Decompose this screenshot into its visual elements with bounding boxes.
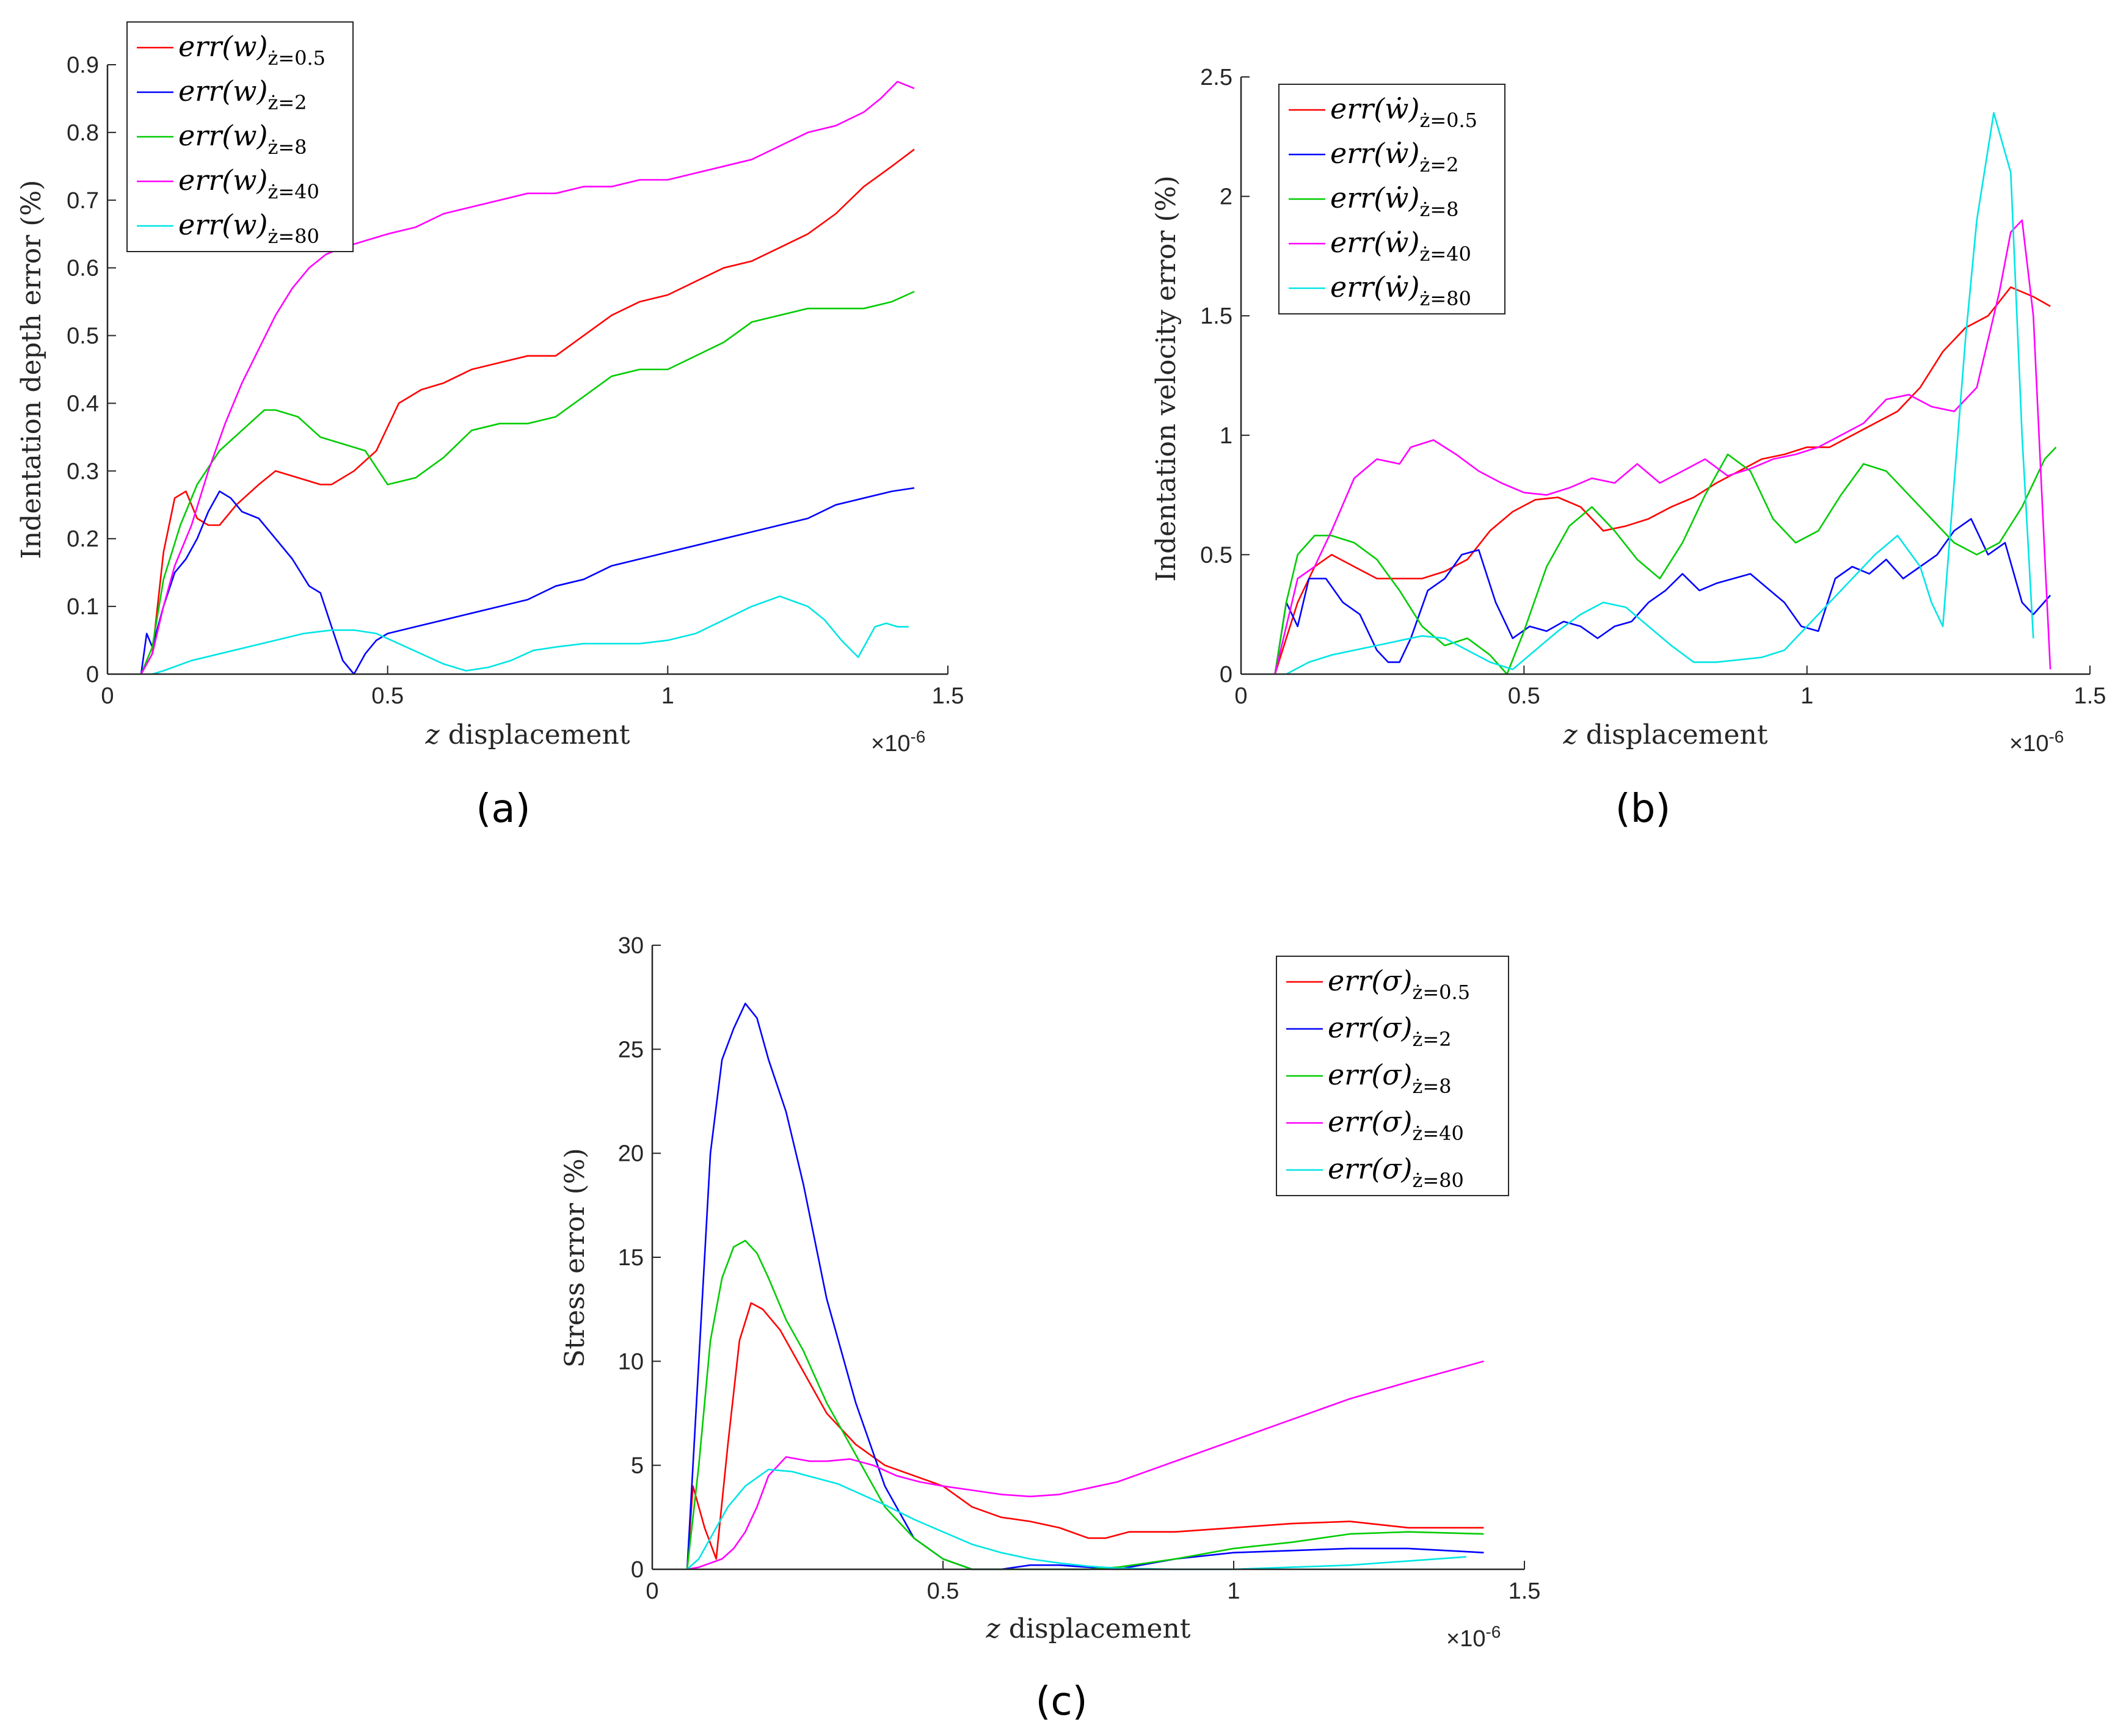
series-line-a-4 bbox=[152, 595, 909, 675]
x-axis-label-text-c: displacement bbox=[1000, 1613, 1191, 1644]
legend-label-a-1: err(w)ż=2 bbox=[178, 74, 307, 114]
chart-panel-c: 0 0.5 1 1.5 0 5 10 15 20 25 30 z displacement Stre… bbox=[559, 933, 1540, 1724]
y-tick-label-c-0: 0 bbox=[631, 1557, 644, 1583]
series-layer-b bbox=[1274, 112, 2057, 675]
y-axis-label-a: Indentation depth error (%) bbox=[16, 180, 47, 559]
x-axis-label-b: z displacement bbox=[1563, 719, 1768, 750]
tick-layer-a: 0 0.5 1 1.5 0 0.1 0.2 0.3 0.4 0.5 0.6 0.7 0.8 0.9 bbox=[67, 53, 964, 709]
legend-label-a-4: err(w)ż=80 bbox=[178, 208, 319, 248]
y-tick-label-a-4: 0.4 bbox=[67, 391, 99, 416]
chart-panel-b: 0 0.5 1 1.5 0 0.5 1 1.5 2 2.5 z displacement Inde… bbox=[1151, 65, 2106, 832]
series-line-c-0 bbox=[686, 1302, 1484, 1570]
legend-label-b-4: err(ẇ)ż=80 bbox=[1330, 271, 1471, 310]
series-line-a-1 bbox=[140, 487, 915, 675]
y-tick-label-c-5: 25 bbox=[618, 1037, 644, 1062]
caption-b: (b) bbox=[1615, 786, 1671, 832]
x-axis-label-text-a: displacement bbox=[440, 719, 630, 750]
x-axis-label-var-a: z bbox=[425, 719, 440, 750]
y-tick-label-a-6: 0.6 bbox=[67, 256, 99, 281]
y-tick-label-a-1: 0.1 bbox=[67, 594, 99, 620]
y-axis-label-c: Stress error (%) bbox=[559, 1148, 591, 1368]
y-tick-label-c-1: 5 bbox=[631, 1453, 644, 1479]
y-tick-label-a-9: 0.9 bbox=[67, 53, 99, 78]
x-tick-label-c-2: 1 bbox=[1227, 1578, 1240, 1604]
legend-label-b-3: err(ẇ)ż=40 bbox=[1330, 226, 1471, 266]
legend-box-c bbox=[1276, 956, 1509, 1196]
x-tick-label-a-2: 1 bbox=[661, 683, 674, 709]
legend-label-b-1: err(ẇ)ż=2 bbox=[1330, 137, 1459, 176]
chart-panel-a: 0 0.5 1 1.5 0 0.1 0.2 0.3 0.4 0.5 0.6 0.7 0.8 0.9 z d… bbox=[16, 21, 964, 832]
x-tick-label-c-1: 0.5 bbox=[927, 1578, 959, 1604]
x-tick-label-b-1: 0.5 bbox=[1508, 683, 1540, 709]
x-tick-label-a-1: 0.5 bbox=[371, 683, 404, 709]
legend-label-c-1: err(σ)ż=2 bbox=[1328, 1011, 1452, 1051]
x-tick-label-b-3: 1.5 bbox=[2074, 683, 2106, 709]
x-axis-label-var-b: z bbox=[1563, 719, 1578, 750]
legend-label-a-2: err(w)ż=8 bbox=[178, 119, 307, 159]
x-multiplier-b: ×10-6 bbox=[2009, 727, 2064, 757]
tick-layer-b: 0 0.5 1 1.5 0 0.5 1 1.5 2 2.5 bbox=[1200, 65, 2106, 709]
y-tick-label-a-3: 0.3 bbox=[67, 459, 99, 484]
series-line-c-2 bbox=[686, 1240, 1484, 1571]
legend-items-b: err(ẇ)ż=0.5 err(ẇ)ż=2 err(ẇ)ż=8 err(ẇ)ż=40 e… bbox=[1289, 92, 1477, 310]
y-tick-label-a-2: 0.2 bbox=[67, 526, 99, 552]
x-tick-label-c-0: 0 bbox=[646, 1578, 658, 1604]
legend-b: err(ẇ)ż=0.5 err(ẇ)ż=2 err(ẇ)ż=8 err(ẇ)ż=40 e… bbox=[1278, 84, 1505, 314]
y-tick-label-c-6: 30 bbox=[618, 933, 644, 959]
series-line-c-3 bbox=[686, 1360, 1484, 1571]
caption-a: (a) bbox=[476, 786, 530, 832]
y-tick-label-b-3: 1.5 bbox=[1200, 303, 1232, 329]
series-layer-a bbox=[140, 81, 915, 675]
legend-label-c-4: err(σ)ż=80 bbox=[1328, 1152, 1464, 1192]
y-tick-label-b-5: 2.5 bbox=[1200, 65, 1232, 90]
series-line-b-4 bbox=[1286, 112, 2034, 675]
y-tick-label-b-4: 2 bbox=[1220, 184, 1232, 210]
series-line-a-0 bbox=[140, 148, 915, 675]
legend-label-c-2: err(σ)ż=8 bbox=[1328, 1058, 1452, 1098]
caption-c: (c) bbox=[1035, 1679, 1087, 1724]
legend-label-c-0: err(σ)ż=0.5 bbox=[1328, 964, 1470, 1004]
legend-items-c: err(σ)ż=0.5 err(σ)ż=2 err(σ)ż=8 err(σ)ż=40 e… bbox=[1286, 964, 1470, 1192]
x-tick-label-b-2: 1 bbox=[1800, 683, 1813, 709]
y-tick-label-a-0: 0 bbox=[86, 662, 99, 688]
tick-layer-c: 0 0.5 1 1.5 0 5 10 15 20 25 30 bbox=[618, 933, 1541, 1604]
series-line-a-3 bbox=[140, 81, 915, 675]
legend-label-b-2: err(ẇ)ż=8 bbox=[1330, 181, 1459, 221]
y-tick-label-a-5: 0.5 bbox=[67, 324, 99, 349]
x-tick-label-b-0: 0 bbox=[1234, 683, 1247, 709]
y-tick-label-c-4: 20 bbox=[618, 1141, 644, 1167]
legend-label-c-3: err(σ)ż=40 bbox=[1328, 1105, 1464, 1145]
x-multiplier-a: ×10-6 bbox=[871, 727, 925, 757]
series-line-b-0 bbox=[1274, 286, 2051, 675]
y-tick-label-c-3: 15 bbox=[618, 1245, 644, 1271]
series-line-a-2 bbox=[140, 291, 915, 675]
x-axis-label-c: z displacement bbox=[986, 1613, 1191, 1644]
y-tick-label-b-0: 0 bbox=[1220, 662, 1232, 688]
series-line-b-2 bbox=[1274, 446, 2057, 675]
y-tick-label-c-2: 10 bbox=[618, 1349, 644, 1375]
x-axis-label-a: z displacement bbox=[425, 719, 630, 750]
x-tick-label-a-0: 0 bbox=[101, 683, 114, 709]
y-tick-label-b-1: 0.5 bbox=[1200, 542, 1232, 568]
legend-label-a-0: err(w)ż=0.5 bbox=[178, 30, 326, 70]
x-axis-label-text-b: displacement bbox=[1578, 719, 1768, 750]
x-axis-label-var-c: z bbox=[986, 1613, 1001, 1644]
legend-label-b-0: err(ẇ)ż=0.5 bbox=[1330, 92, 1477, 132]
y-tick-label-a-7: 0.7 bbox=[67, 188, 99, 214]
legend-label-a-3: err(w)ż=40 bbox=[178, 164, 319, 203]
legend-c: err(σ)ż=0.5 err(σ)ż=2 err(σ)ż=8 err(σ)ż=40 e… bbox=[1276, 956, 1509, 1196]
y-axis-label-b: Indentation velocity error (%) bbox=[1151, 175, 1182, 581]
series-line-b-3 bbox=[1274, 219, 2051, 675]
x-tick-label-a-3: 1.5 bbox=[932, 683, 964, 709]
x-tick-label-c-3: 1.5 bbox=[1509, 1578, 1541, 1604]
y-tick-label-a-8: 0.8 bbox=[67, 120, 99, 146]
x-multiplier-c: ×10-6 bbox=[1446, 1622, 1501, 1652]
y-tick-label-b-2: 1 bbox=[1220, 423, 1232, 449]
